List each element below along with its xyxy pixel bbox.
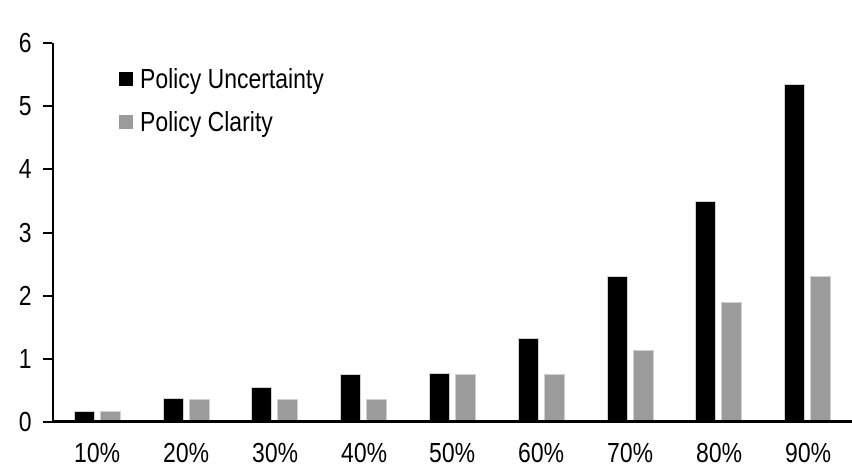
bar-policy-uncertainty bbox=[429, 373, 451, 422]
legend-item-policy-clarity: Policy Clarity bbox=[119, 108, 364, 136]
bar-policy-uncertainty bbox=[73, 411, 95, 422]
x-tick-label: 40% bbox=[340, 437, 387, 468]
x-tick-label: 90% bbox=[784, 437, 831, 468]
y-tick-label: 6 bbox=[19, 27, 32, 58]
y-tick-label: 3 bbox=[19, 216, 32, 248]
bar-policy-uncertainty bbox=[162, 398, 184, 422]
bar-column bbox=[142, 43, 231, 422]
bar-column bbox=[53, 43, 142, 422]
legend-item-policy-uncertainty: Policy Uncertainty bbox=[119, 65, 364, 93]
x-tick-label: 50% bbox=[429, 437, 476, 468]
x-tick-label: 30% bbox=[251, 437, 298, 468]
policy-uncertainty-swatch-icon bbox=[119, 72, 133, 86]
bar-policy-uncertainty bbox=[695, 201, 717, 422]
bar-pair bbox=[606, 276, 654, 422]
x-tick-label: 60% bbox=[518, 437, 565, 468]
bar-pair bbox=[162, 398, 210, 422]
bar-column bbox=[497, 43, 586, 422]
bar-policy-clarity bbox=[632, 350, 654, 422]
y-tick-label: 2 bbox=[19, 279, 32, 311]
bar-column bbox=[674, 43, 763, 422]
y-tick-label: 5 bbox=[19, 90, 32, 122]
y-tick bbox=[43, 231, 52, 234]
x-axis-labels: 10% 20% 30% 40% 50% 60% 70% 80% 90% bbox=[53, 438, 852, 468]
bar-pair bbox=[517, 338, 565, 422]
bar-policy-uncertainty bbox=[340, 374, 362, 422]
y-tick bbox=[43, 105, 52, 108]
bar-policy-clarity bbox=[366, 399, 388, 422]
bar-column bbox=[586, 43, 675, 422]
bar-column bbox=[231, 43, 320, 422]
x-tick-label: 20% bbox=[163, 437, 210, 468]
bar-column bbox=[408, 43, 497, 422]
x-tick-label: 10% bbox=[74, 437, 121, 468]
bar-policy-clarity bbox=[277, 399, 299, 422]
x-axis-line bbox=[52, 420, 852, 423]
y-tick-label: 0 bbox=[19, 406, 32, 437]
legend: Policy Uncertainty Policy Clarity bbox=[119, 65, 364, 136]
y-tick bbox=[43, 357, 52, 360]
bar-policy-clarity bbox=[543, 374, 565, 422]
legend-label: Policy Uncertainty bbox=[140, 63, 324, 94]
legend-label: Policy Clarity bbox=[140, 106, 273, 137]
bar-policy-clarity bbox=[455, 374, 477, 422]
bar-pair bbox=[784, 84, 832, 422]
y-tick bbox=[43, 42, 52, 44]
x-tick-label: 80% bbox=[695, 437, 742, 468]
bar-column bbox=[319, 43, 408, 422]
plot-area bbox=[53, 43, 852, 422]
bar-policy-uncertainty bbox=[784, 84, 806, 422]
y-tick-label: 4 bbox=[19, 153, 32, 185]
bar-column bbox=[763, 43, 852, 422]
bar-policy-clarity bbox=[810, 276, 832, 422]
bar-policy-clarity bbox=[721, 302, 743, 422]
bar-pair bbox=[340, 374, 388, 422]
bar-policy-uncertainty bbox=[251, 387, 273, 422]
y-tick bbox=[43, 294, 52, 297]
bar-policy-uncertainty bbox=[606, 276, 628, 422]
policy-clarity-swatch-icon bbox=[119, 115, 133, 129]
y-tick-label: 1 bbox=[19, 342, 32, 374]
bar-pair bbox=[251, 387, 299, 422]
y-tick bbox=[43, 421, 52, 423]
y-axis-line bbox=[52, 43, 54, 422]
x-tick-label: 70% bbox=[607, 437, 654, 468]
bar-pair bbox=[73, 411, 121, 422]
y-tick bbox=[43, 168, 52, 171]
bar-pair bbox=[429, 373, 477, 422]
bar-policy-uncertainty bbox=[517, 338, 539, 422]
bar-policy-clarity bbox=[188, 399, 210, 422]
bar-policy-clarity bbox=[99, 411, 121, 422]
bar-pair bbox=[695, 201, 743, 422]
